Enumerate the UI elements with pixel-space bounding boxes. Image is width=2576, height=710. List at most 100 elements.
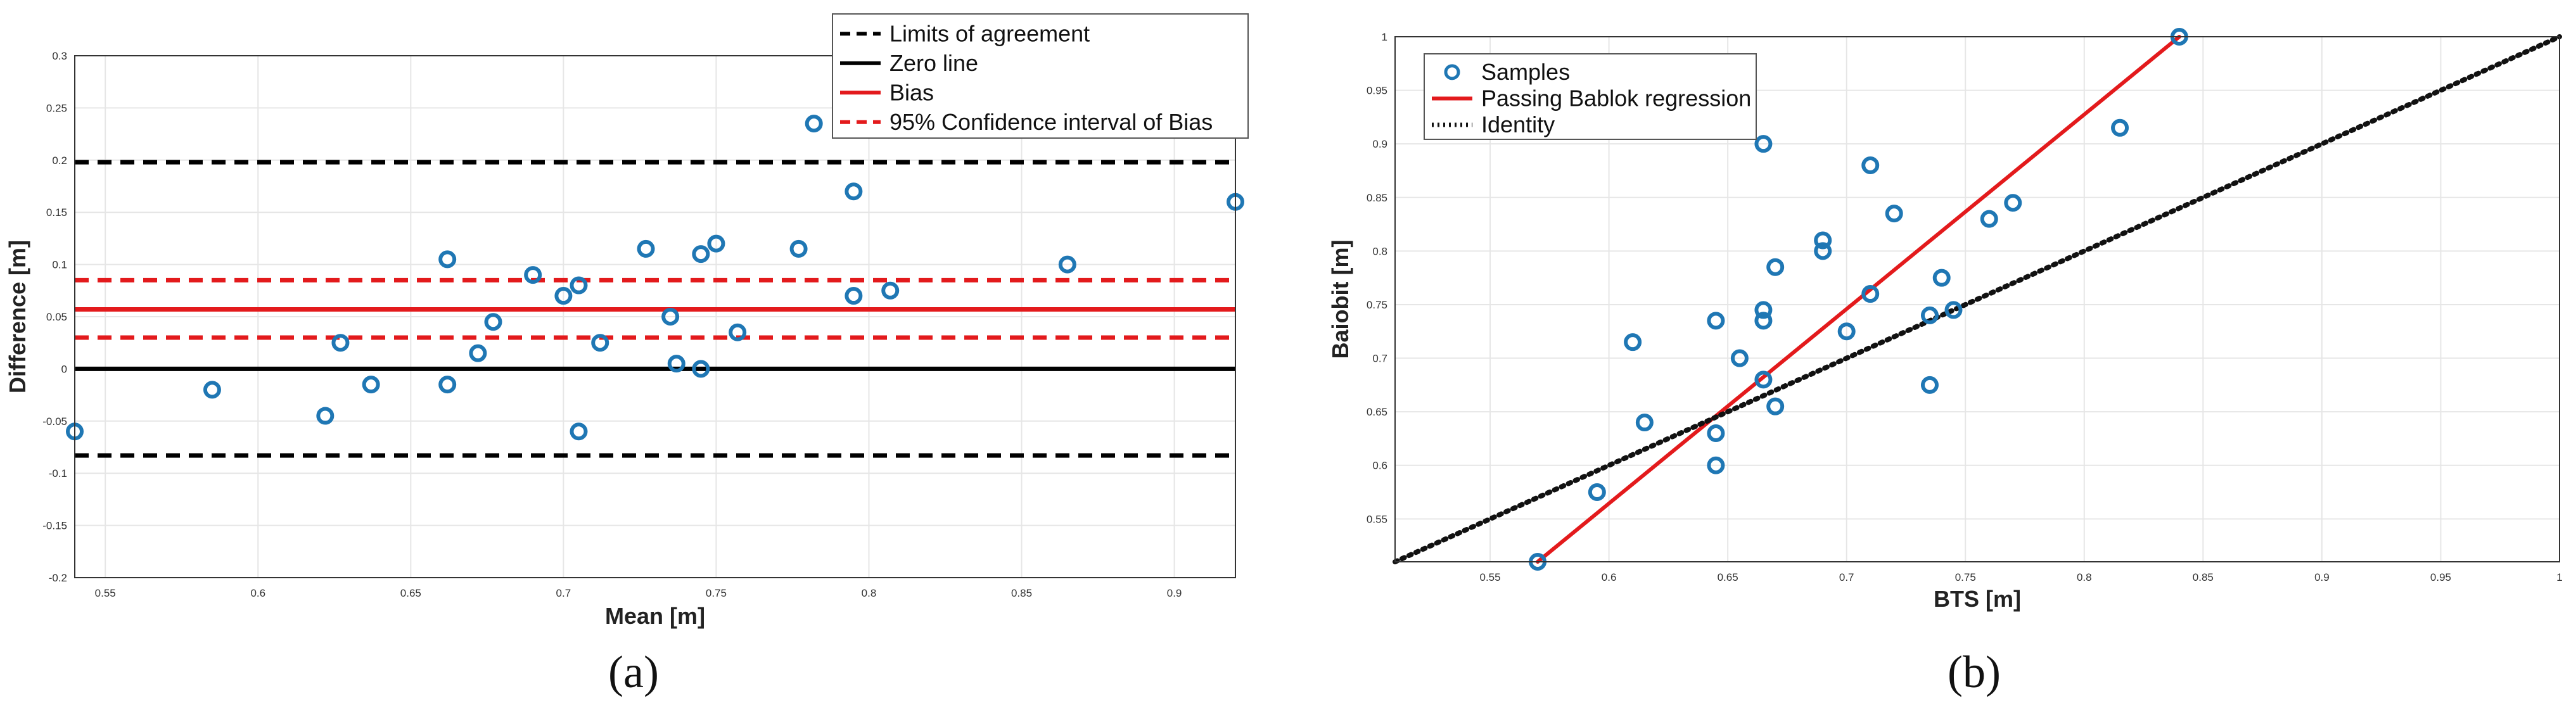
panel-label: (a) — [608, 647, 659, 697]
data-point — [438, 250, 457, 269]
data-point — [1920, 306, 1939, 324]
data-point — [1754, 312, 1773, 330]
data-point — [1707, 424, 1725, 442]
legend-label: Limits of agreement — [889, 20, 1090, 46]
x-tick-label: 0.7 — [1839, 571, 1854, 583]
y-tick-label: 0.05 — [46, 311, 67, 323]
data-point — [1944, 301, 1963, 319]
y-tick-label: 0.9 — [1372, 138, 1387, 150]
legend-label: Bias — [889, 79, 934, 105]
data-point — [203, 381, 221, 399]
data-point — [881, 281, 900, 300]
data-point — [1754, 301, 1773, 319]
chart-bland-altman: 0.55 0.6 0.65 0.7 0.75 0.8 0.85 0.9 -0.2 -0.15 -0.… — [4, 13, 1249, 697]
legend-label: Samples — [1481, 59, 1570, 85]
identity-line — [1393, 34, 2562, 564]
data-point — [1766, 258, 1785, 276]
data-point — [1588, 483, 1606, 502]
panel-label: (b) — [1948, 647, 2001, 697]
x-tick-label: 0.55 — [1479, 571, 1500, 583]
data-point — [1861, 156, 1880, 175]
legend-marker — [1444, 64, 1460, 80]
data-point — [331, 334, 350, 352]
data-point — [789, 239, 808, 258]
x-tick-label: 0.75 — [1955, 571, 1976, 583]
y-tick-label: 0.85 — [1367, 192, 1387, 204]
y-tick-label: -0.1 — [49, 467, 67, 479]
y-tick-label: 0.15 — [46, 206, 67, 219]
x-tick-label: 0.6 — [250, 587, 265, 599]
data-point — [1980, 210, 1998, 228]
data-point — [362, 376, 380, 394]
legend-label: Identity — [1481, 111, 1555, 137]
data-point — [1920, 376, 1939, 394]
x-tick-label: 0.7 — [556, 587, 571, 599]
legend: Limits of agreement Zero line Bias 95% Conf… — [832, 13, 1249, 139]
y-tick-label: -0.05 — [42, 415, 67, 428]
x-axis-label: Mean [m] — [605, 603, 705, 629]
data-point — [845, 287, 863, 305]
data-point — [469, 344, 487, 362]
data-point — [524, 266, 542, 284]
legend-label: Zero line — [889, 50, 978, 76]
y-tick-label: 0.25 — [46, 102, 67, 114]
data-point — [661, 308, 680, 326]
y-tick-label: 0.55 — [1367, 513, 1387, 525]
chart-regression: 0.55 0.6 0.65 0.7 0.75 0.8 0.85 0.9 0.95 1 0.55 0.6… — [1327, 28, 2563, 697]
x-tick-label: 0.8 — [862, 587, 877, 599]
data-point — [438, 376, 457, 394]
x-tick-label: 0.9 — [2314, 571, 2330, 583]
legend-box — [832, 13, 1249, 139]
y-tick-label: 1 — [1382, 31, 1387, 43]
legend-label: Passing Bablok regression — [1481, 86, 1751, 111]
x-tick-label: 0.75 — [706, 587, 727, 599]
x-tick-label: 0.85 — [1011, 587, 1032, 599]
data-point — [554, 287, 573, 305]
axes-frame — [74, 55, 1236, 578]
x-tick-label: 0.65 — [1718, 571, 1738, 583]
y-tick-label: 0.8 — [1372, 245, 1387, 257]
data-point — [845, 182, 863, 201]
data-point — [1635, 414, 1654, 432]
x-tick-label: 0.8 — [2077, 571, 2092, 583]
x-axis-label: BTS [m] — [1934, 586, 2021, 612]
data-point — [1058, 255, 1076, 274]
x-tick-label: 1 — [2556, 571, 2562, 583]
y-axis-label: Difference [m] — [4, 240, 30, 393]
data-point — [591, 334, 609, 352]
y-tick-label: 0.1 — [52, 259, 67, 271]
y-axis-label: Baiobit [m] — [1327, 240, 1353, 359]
data-point — [1766, 397, 1785, 415]
data-point — [2004, 194, 2022, 212]
x-tick-label: 0.9 — [1167, 587, 1182, 599]
legend-box — [1424, 53, 1757, 140]
x-tick-label: 0.6 — [1602, 571, 1617, 583]
y-tick-label: 0.7 — [1372, 353, 1387, 365]
data-point — [1754, 371, 1773, 389]
data-point — [1707, 456, 1725, 474]
data-point — [1861, 285, 1880, 303]
data-point — [1837, 322, 1856, 341]
data-point — [667, 355, 685, 373]
y-tick-label: -0.2 — [49, 572, 67, 584]
regression-line — [1536, 35, 2181, 564]
data-point — [1624, 333, 1642, 352]
data-point — [1707, 312, 1725, 330]
x-tick-label: 0.95 — [2430, 571, 2451, 583]
data-point — [484, 313, 502, 331]
y-tick-label: 0.75 — [1367, 299, 1387, 311]
data-point — [692, 245, 710, 263]
data-point — [570, 422, 588, 441]
x-tick-label: 0.85 — [2193, 571, 2214, 583]
data-point — [692, 360, 710, 378]
data-point — [637, 239, 655, 258]
data-point — [729, 323, 747, 341]
y-tick-label: 0 — [61, 363, 67, 375]
data-point — [1885, 205, 1903, 223]
data-point — [1932, 269, 1951, 287]
y-tick-label: 0.65 — [1367, 406, 1387, 418]
y-tick-label: 0.95 — [1367, 85, 1387, 97]
data-point — [1814, 231, 1832, 250]
